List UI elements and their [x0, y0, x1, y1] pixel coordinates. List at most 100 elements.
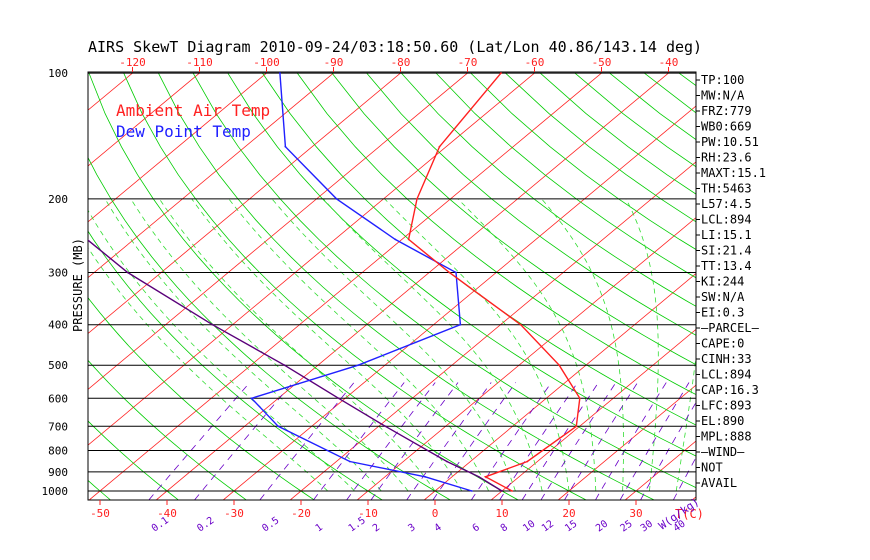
mixing-ratio-tick-label: 4 — [433, 522, 444, 534]
y-axis-label: PRESSURE (MB) — [71, 238, 85, 332]
mixing-ratio-tick-label: 0.2 — [195, 515, 216, 534]
isotherm-line — [89, 72, 602, 500]
index-item: LFC:893 — [701, 399, 752, 413]
dry-adiabat-line — [435, 72, 696, 279]
index-item: CINH:33 — [701, 352, 752, 366]
bottom-temp-tick-label: 10 — [495, 507, 508, 520]
mixing-ratio-tick-label: 8 — [499, 522, 510, 534]
dewpoint-profile-line-point — [459, 323, 462, 326]
parcel-profile-line-point — [446, 460, 448, 463]
temperature-profile-line-point — [407, 238, 410, 241]
mixing-ratio-tick-label: 20 — [594, 519, 610, 535]
moist-adiabat-line — [323, 198, 543, 492]
index-item: EL:890 — [701, 414, 744, 428]
mixing-ratio-tick-label: 2 — [371, 522, 382, 534]
isotherm-line — [88, 72, 267, 223]
moist-adiabat-line — [88, 209, 355, 492]
mixing-ratio-tick-label: 0.5 — [260, 515, 281, 534]
index-item: MPL:888 — [701, 430, 752, 444]
temperature-profile-line-point — [558, 364, 561, 367]
temperature-profile-line — [407, 72, 581, 492]
dry-adiabat-line — [470, 72, 696, 250]
dewpoint-profile-line-point — [470, 490, 473, 492]
dewpoint-profile-line-point — [424, 475, 427, 478]
dry-adiabat-line — [296, 72, 696, 396]
mixing-ratio-tick-label: 25 — [619, 519, 635, 535]
isotherm-line — [223, 105, 696, 500]
moist-adiabat-line — [457, 198, 597, 492]
top-temp-tick-label: -110 — [186, 56, 213, 69]
index-item: EI:0.3 — [701, 306, 744, 320]
parcel-profile-line-point — [23, 146, 25, 148]
moist-adiabat-line — [228, 198, 489, 492]
mixing-ratio-line — [471, 382, 552, 500]
isotherm-line — [88, 72, 535, 446]
bottom-temp-tick-label: 0 — [432, 507, 439, 520]
index-item: TP:100 — [701, 73, 744, 87]
top-temp-tick-label: -120 — [119, 56, 146, 69]
parcel-profile-line-point — [283, 364, 286, 367]
pressure-tick-label: 1000 — [42, 485, 69, 498]
dry-adiabat-line — [88, 297, 315, 500]
index-item: LI:15.1 — [701, 228, 752, 242]
index-item: SW:N/A — [701, 290, 745, 304]
parcel-profile-line-point — [477, 475, 480, 478]
dewpoint-profile-line-point — [394, 238, 397, 241]
parcel-profile-line-point — [126, 271, 129, 274]
parcel-profile-line-point — [337, 397, 340, 400]
temperature-profile-line-point — [526, 460, 529, 463]
index-item: LCL:894 — [701, 213, 752, 227]
parcel-profile-line-point — [501, 490, 503, 492]
mixing-ratio-line — [595, 382, 667, 500]
isotherm-line — [156, 72, 669, 500]
index-item: —WIND— — [701, 445, 745, 459]
isotherm-line — [0, 73, 66, 500]
isotherm-line — [759, 73, 870, 500]
mixing-ratio-line — [640, 401, 696, 500]
dry-adiabat-line — [783, 73, 870, 500]
isotherm-line — [88, 72, 401, 335]
dry-adiabat-line — [88, 156, 451, 500]
index-item: MW:N/A — [701, 89, 745, 103]
pressure-tick-label: 400 — [48, 319, 68, 332]
moist-adiabat-line — [675, 353, 696, 492]
mixing-ratio-line — [346, 382, 436, 500]
index-item: CAPE:0 — [701, 337, 744, 351]
isotherm-line — [558, 384, 696, 500]
pressure-tick-label: 500 — [48, 359, 68, 372]
index-item: AVAIL — [701, 476, 737, 490]
dry-adiabat-line — [818, 73, 870, 500]
bottom-temp-tick-label: -40 — [157, 507, 177, 520]
isotherm-line — [88, 72, 133, 111]
isotherm-line — [424, 272, 696, 500]
top-temp-tick-label: -70 — [458, 56, 478, 69]
temperature-profile-line-point — [500, 72, 502, 74]
pressure-tick-label: 100 — [48, 67, 68, 80]
dewpoint-profile-line-point — [279, 72, 281, 74]
parcel-profile-line-point — [384, 425, 387, 428]
index-item: NOT — [701, 461, 723, 475]
mixing-ratio-tick-label: 1 — [314, 522, 325, 534]
dry-adiabat-line — [227, 72, 696, 457]
moist-adiabat-line — [271, 198, 516, 492]
pressure-tick-label: 200 — [48, 193, 68, 206]
dry-adiabat-line — [123, 72, 587, 500]
dry-adiabat-line — [366, 72, 696, 336]
index-item: TT:13.4 — [701, 259, 752, 273]
temperature-profile-line-point — [416, 197, 418, 200]
pressure-tick-label: 300 — [48, 266, 68, 279]
dry-adiabat-line — [505, 72, 696, 223]
x-axis-unit-label: T(C) — [675, 507, 704, 521]
dry-adiabat-line — [0, 73, 42, 500]
top-temp-tick-label: -80 — [391, 56, 411, 69]
top-temp-tick-label: -60 — [525, 56, 545, 69]
index-item: MAXT:15.1 — [701, 166, 766, 180]
bottom-temp-tick-label: -20 — [291, 507, 311, 520]
dry-adiabat-line — [158, 72, 655, 500]
dewpoint-profile-line-point — [250, 397, 253, 400]
bottom-temp-tick-label: -30 — [224, 507, 244, 520]
dewpoint-profile-line-point — [335, 197, 338, 200]
pressure-tick-label: 600 — [48, 392, 68, 405]
dry-adiabat-line — [331, 72, 696, 366]
mixing-ratio-tick-label: 15 — [563, 519, 579, 535]
